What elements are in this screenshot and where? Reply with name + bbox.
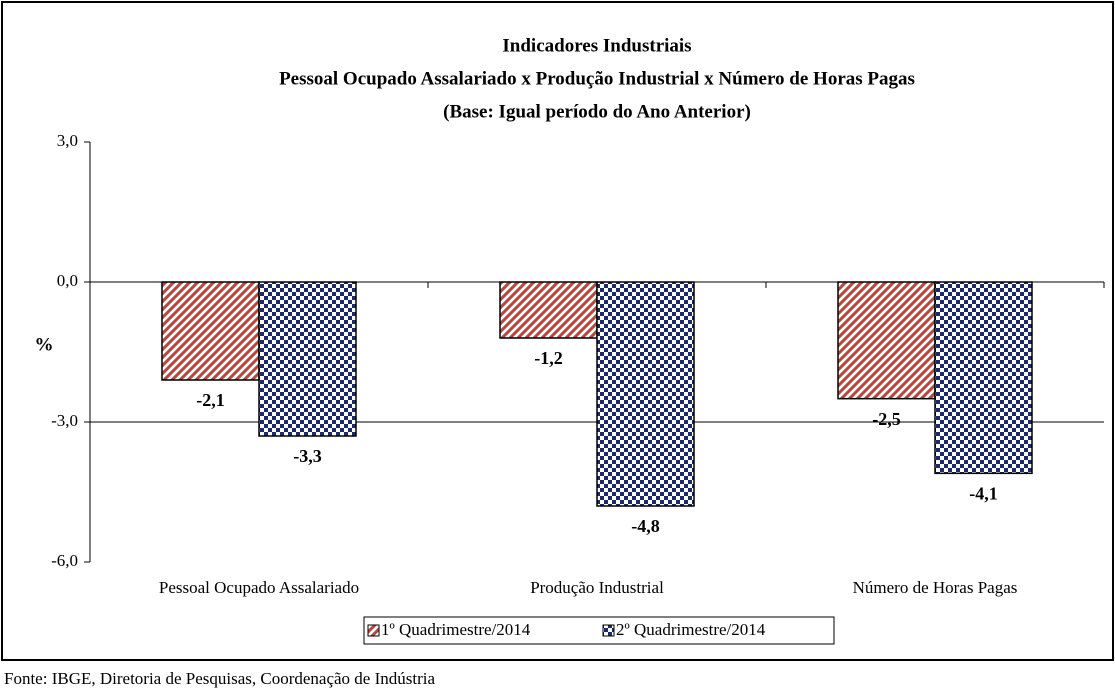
y-tick-label: 0,0 (57, 271, 78, 290)
bar (837, 281, 936, 400)
chart-frame (1, 1, 1114, 661)
y-tick-label: -3,0 (51, 411, 78, 430)
bar (499, 281, 598, 339)
y-tick-label: -6,0 (51, 551, 78, 570)
legend-swatch (602, 624, 615, 637)
data-label: -4,1 (969, 483, 998, 503)
x-tick-label: Pessoal Ocupado Assalariado (159, 578, 359, 597)
x-tick-label: Número de Horas Pagas (853, 578, 1018, 597)
data-label: -2,5 (872, 409, 901, 429)
chart-title: Indicadores Industriais (502, 35, 691, 56)
data-label: -4,8 (631, 516, 660, 536)
source-note: Fonte: IBGE, Diretoria de Pesquisas, Coo… (4, 669, 435, 688)
bar (934, 281, 1033, 475)
chart-subtitle: Pessoal Ocupado Assalariado x Produção I… (279, 68, 915, 89)
bar (161, 281, 260, 381)
bar (258, 281, 357, 437)
legend-label: 2º Quadrimestre/2014 (616, 620, 766, 639)
legend-frame (363, 616, 835, 645)
data-label: -3,3 (293, 446, 322, 466)
bar (596, 281, 695, 507)
y-tick-label: 3,0 (57, 131, 78, 150)
legend-swatch (367, 624, 380, 637)
data-label: -1,2 (534, 348, 563, 368)
x-tick-label: Produção Industrial (530, 578, 664, 597)
chart-subtitle: (Base: Igual período do Ano Anterior) (443, 101, 751, 122)
y-axis-label: % (35, 334, 54, 355)
legend-label: 1º Quadrimestre/2014 (381, 620, 531, 639)
data-label: -2,1 (196, 390, 225, 410)
